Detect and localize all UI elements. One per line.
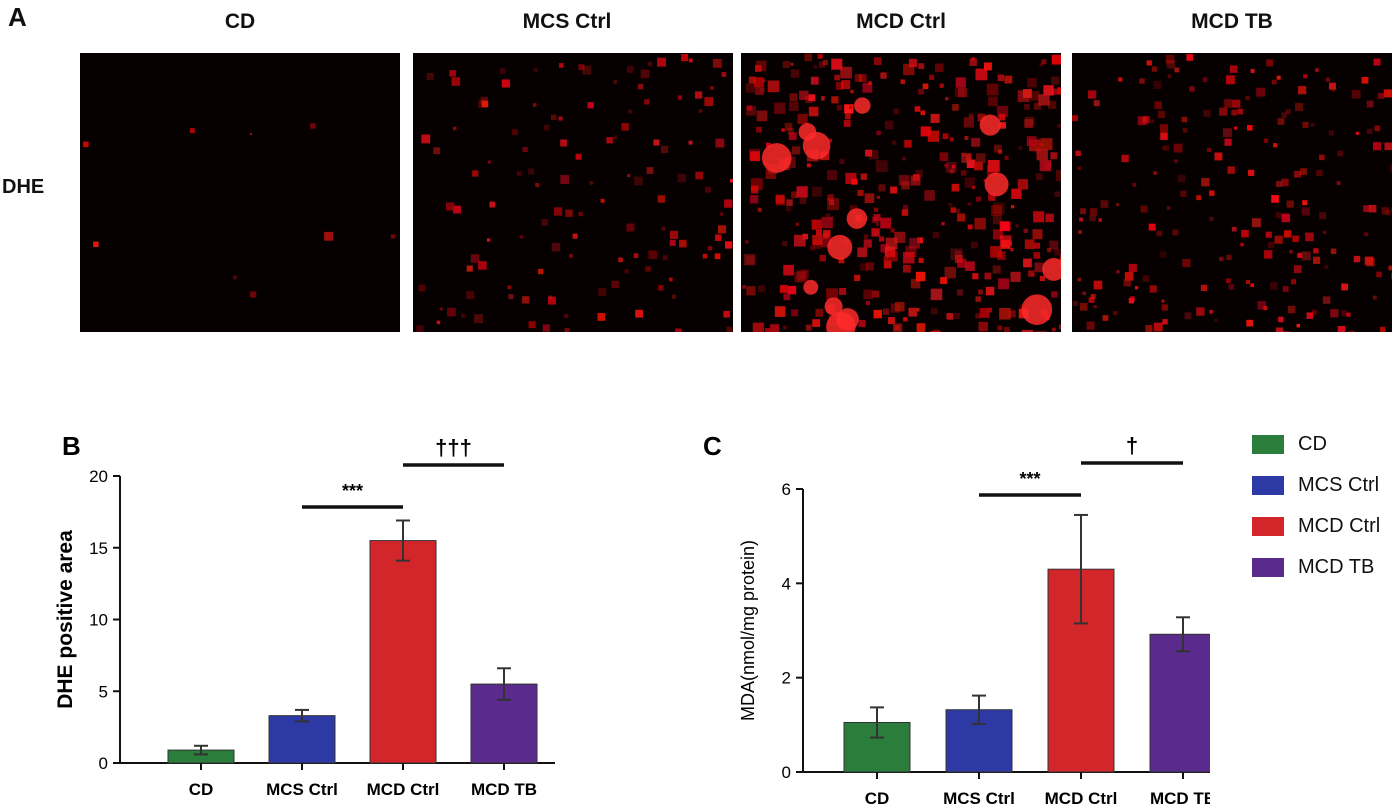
micrograph-mcd-tb	[1072, 53, 1392, 332]
column-title-mcd-tb: MCD TB	[1191, 10, 1273, 33]
chart-b-y-tick-label: 20	[89, 467, 108, 486]
chart-b-x-tick-label-3: MCD TB	[471, 780, 537, 799]
micrograph-mcd-ctrl	[741, 53, 1061, 332]
chart-b-y-tick-label: 15	[89, 539, 108, 558]
legend-label-cd: CD	[1298, 433, 1327, 455]
chart-b-y-tick-label: 0	[99, 754, 108, 773]
micrograph-cd	[80, 53, 400, 332]
legend-swatch-mcs-ctrl	[1252, 476, 1284, 495]
chart-c-bar-3	[1149, 633, 1210, 773]
chart-b-significance-label-1: †††	[435, 435, 472, 460]
chart-c-x-tick-label-1: MCS Ctrl	[943, 789, 1015, 808]
chart-b-y-tick-label: 5	[99, 682, 108, 701]
chart-c: C 0 2 4 6 MDA(nmol/mg protein) CD MCS Ctrl MCD C…	[703, 431, 1210, 808]
column-title-mcd-ctrl: MCD Ctrl	[856, 10, 946, 33]
legend-swatch-mcd-tb	[1252, 558, 1284, 577]
chart-b-panel-letter: B	[62, 431, 81, 461]
chart-b-bar-1	[268, 715, 336, 764]
chart-c-significance-label-0: ***	[1019, 469, 1040, 489]
chart-b-significance-label-0: ***	[342, 481, 363, 501]
chart-c-y-tick-label: 4	[782, 574, 791, 593]
chart-c-significance-label-1: †	[1126, 433, 1138, 458]
row-label-dhe: DHE	[2, 176, 45, 198]
chart-c-x-tick-label-0: CD	[865, 789, 890, 808]
chart-b-bar-2	[369, 540, 437, 764]
chart-b-x-tick-label-1: MCS Ctrl	[266, 780, 338, 799]
micrograph-mcs-ctrl	[413, 53, 733, 332]
chart-b-y-tick-label: 10	[89, 611, 108, 630]
chart-c-x-tick-label-2: MCD Ctrl	[1045, 789, 1118, 808]
legend-label-mcd-ctrl: MCD Ctrl	[1298, 515, 1381, 537]
chart-b-y-axis-label: DHE positive area	[54, 530, 77, 709]
legend-label-mcd-tb: MCD TB	[1298, 556, 1375, 578]
chart-c-y-tick-label: 0	[782, 763, 791, 782]
column-title-mcs-ctrl: MCS Ctrl	[522, 10, 612, 33]
legend-label-mcs-ctrl: MCS Ctrl	[1298, 474, 1380, 496]
chart-b-x-tick-label-2: MCD Ctrl	[367, 780, 440, 799]
chart-c-y-axis-label: MDA(nmol/mg protein)	[738, 540, 758, 721]
chart-b-x-tick-label-0: CD	[189, 780, 214, 799]
chart-c-y-tick-label: 6	[782, 480, 791, 499]
chart-c-y-tick-label: 2	[782, 669, 791, 688]
legend-swatch-cd	[1252, 435, 1284, 454]
column-title-cd: CD	[224, 10, 256, 33]
chart-c-panel-letter: C	[703, 431, 722, 461]
chart-c-x-tick-label-3: MCD TB	[1150, 789, 1210, 808]
panel-a-letter: A	[8, 2, 27, 32]
legend-swatch-mcd-ctrl	[1252, 517, 1284, 536]
chart-b: B 0 5 10 15 20 DHE positive area CD MCS Ctrl MCD …	[54, 431, 555, 799]
